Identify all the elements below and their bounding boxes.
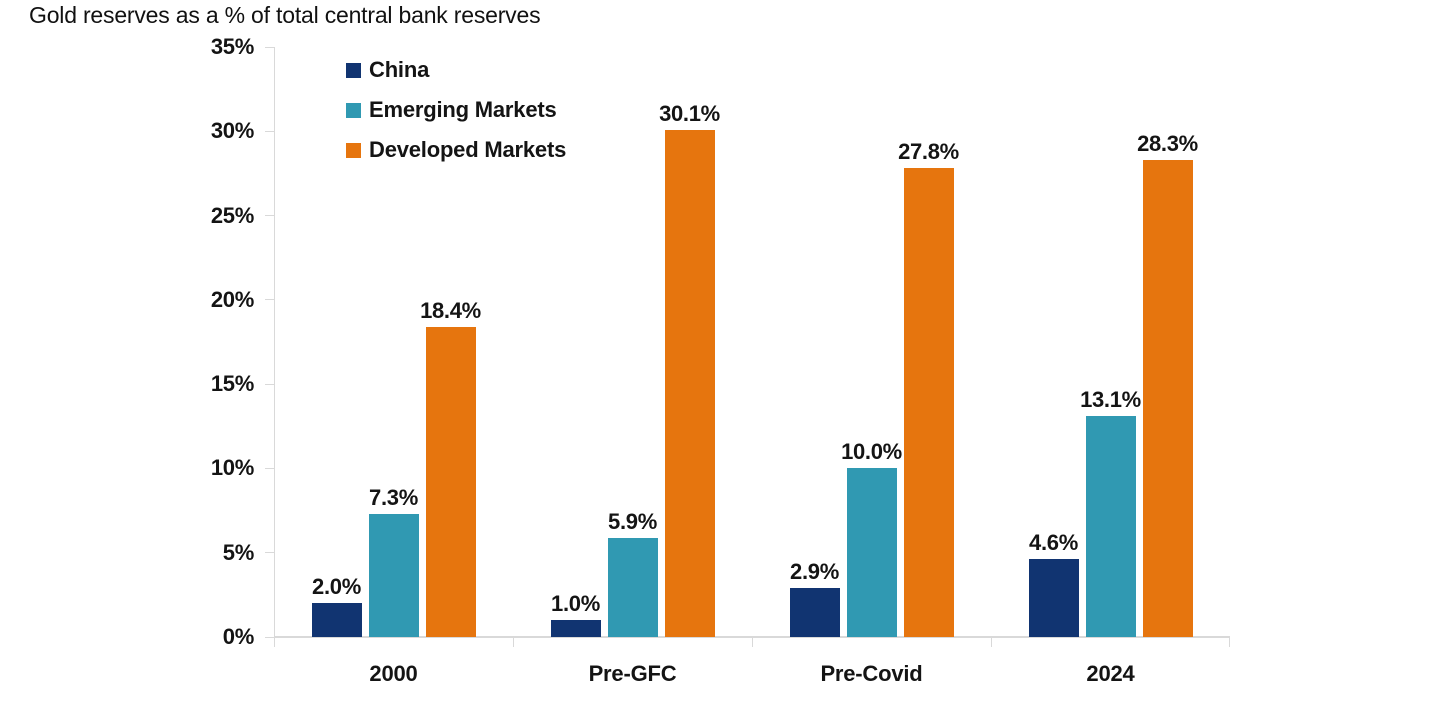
data-label: 7.3%	[369, 484, 418, 510]
bar-column: 28.3%	[1137, 47, 1198, 637]
y-axis-tick	[265, 636, 274, 638]
bar-developed-markets	[664, 129, 715, 637]
bar-column: 7.3%	[368, 47, 419, 637]
bar-developed-markets	[1142, 159, 1193, 637]
y-axis-label: 15%	[210, 371, 254, 397]
bar-group: 2.0% 7.3% 18.4%	[274, 47, 513, 637]
bar-china	[550, 620, 601, 637]
bar-emerging-markets	[846, 468, 897, 637]
legend: China Emerging Markets Developed Markets	[346, 57, 566, 163]
bar-column: 18.4%	[420, 47, 481, 637]
data-label: 27.8%	[898, 139, 959, 165]
y-axis-label: 10%	[210, 455, 254, 481]
y-axis-tick	[265, 215, 274, 217]
y-axis-tick	[265, 552, 274, 554]
y-axis-tick	[265, 383, 274, 385]
bar-column: 2.0%	[311, 47, 362, 637]
x-axis-tick	[1229, 638, 1230, 647]
category-label: Pre-GFC	[588, 661, 677, 686]
emerging-markets-swatch-icon	[346, 102, 361, 118]
legend-label: Emerging Markets	[369, 97, 557, 122]
category-label: 2024	[1086, 661, 1135, 686]
legend-item-emerging-markets: Emerging Markets	[346, 97, 566, 123]
y-axis-line	[274, 47, 275, 637]
bar-emerging-markets	[1085, 416, 1136, 637]
bar-column: 27.8%	[898, 47, 959, 637]
bar-emerging-markets	[368, 513, 419, 637]
bar-developed-markets	[425, 326, 476, 637]
data-label: 2.9%	[790, 559, 839, 585]
category-label: 2000	[369, 661, 418, 686]
data-label: 18.4%	[420, 297, 481, 323]
data-label: 2.0%	[312, 574, 361, 600]
x-axis-tick	[991, 638, 992, 647]
y-axis-tick	[265, 467, 274, 469]
bar-column: 30.1%	[659, 47, 720, 637]
data-label: 28.3%	[1137, 130, 1198, 156]
y-axis-label: 5%	[222, 539, 255, 565]
data-label: 5.9%	[608, 508, 657, 534]
developed-markets-swatch-icon	[346, 142, 361, 158]
y-axis-label: 0%	[222, 624, 255, 649]
bar-group: 2.9% 10.0% 27.8%	[752, 47, 991, 637]
y-axis-label: 35%	[210, 34, 254, 59]
legend-item-china: China	[346, 57, 566, 83]
data-label: 30.1%	[659, 100, 720, 126]
y-axis-label: 30%	[210, 118, 254, 144]
x-axis-tick	[752, 638, 753, 647]
data-label: 1.0%	[551, 591, 600, 617]
y-axis-tick	[265, 299, 274, 301]
legend-label: Developed Markets	[369, 137, 567, 162]
y-axis-label: 25%	[210, 202, 254, 228]
x-axis-baseline	[274, 636, 1230, 638]
data-label: 10.0%	[841, 439, 902, 465]
bar-column: 4.6%	[1028, 47, 1079, 637]
data-label: 4.6%	[1029, 530, 1078, 556]
x-axis-tick	[274, 638, 275, 647]
category-label: Pre-Covid	[820, 661, 923, 686]
bar-group: 4.6% 13.1% 28.3%	[991, 47, 1230, 637]
china-swatch-icon	[346, 62, 361, 78]
bar-china	[789, 588, 840, 637]
y-axis-tick	[265, 46, 274, 48]
bar-china	[1028, 559, 1079, 637]
plot-area: China Emerging Markets Developed Markets 3…	[211, 34, 1230, 686]
data-label: 13.1%	[1080, 387, 1141, 413]
bar-developed-markets	[903, 168, 954, 637]
y-axis-label: 20%	[210, 286, 254, 312]
bar-china	[311, 603, 362, 637]
chart-title: Gold reserves as a % of total central ba…	[29, 2, 541, 28]
bar-emerging-markets	[607, 537, 658, 637]
y-axis-tick	[265, 130, 274, 132]
legend-label: China	[369, 57, 430, 82]
bar-column: 2.9%	[789, 47, 840, 637]
bar-column: 1.0%	[550, 47, 601, 637]
bar-column: 5.9%	[607, 47, 658, 637]
x-axis-tick	[513, 638, 514, 647]
bar-group: 1.0% 5.9% 30.1%	[513, 47, 752, 637]
bar-column: 10.0%	[841, 47, 902, 637]
legend-item-developed-markets: Developed Markets	[346, 137, 566, 163]
bar-column: 13.1%	[1080, 47, 1141, 637]
